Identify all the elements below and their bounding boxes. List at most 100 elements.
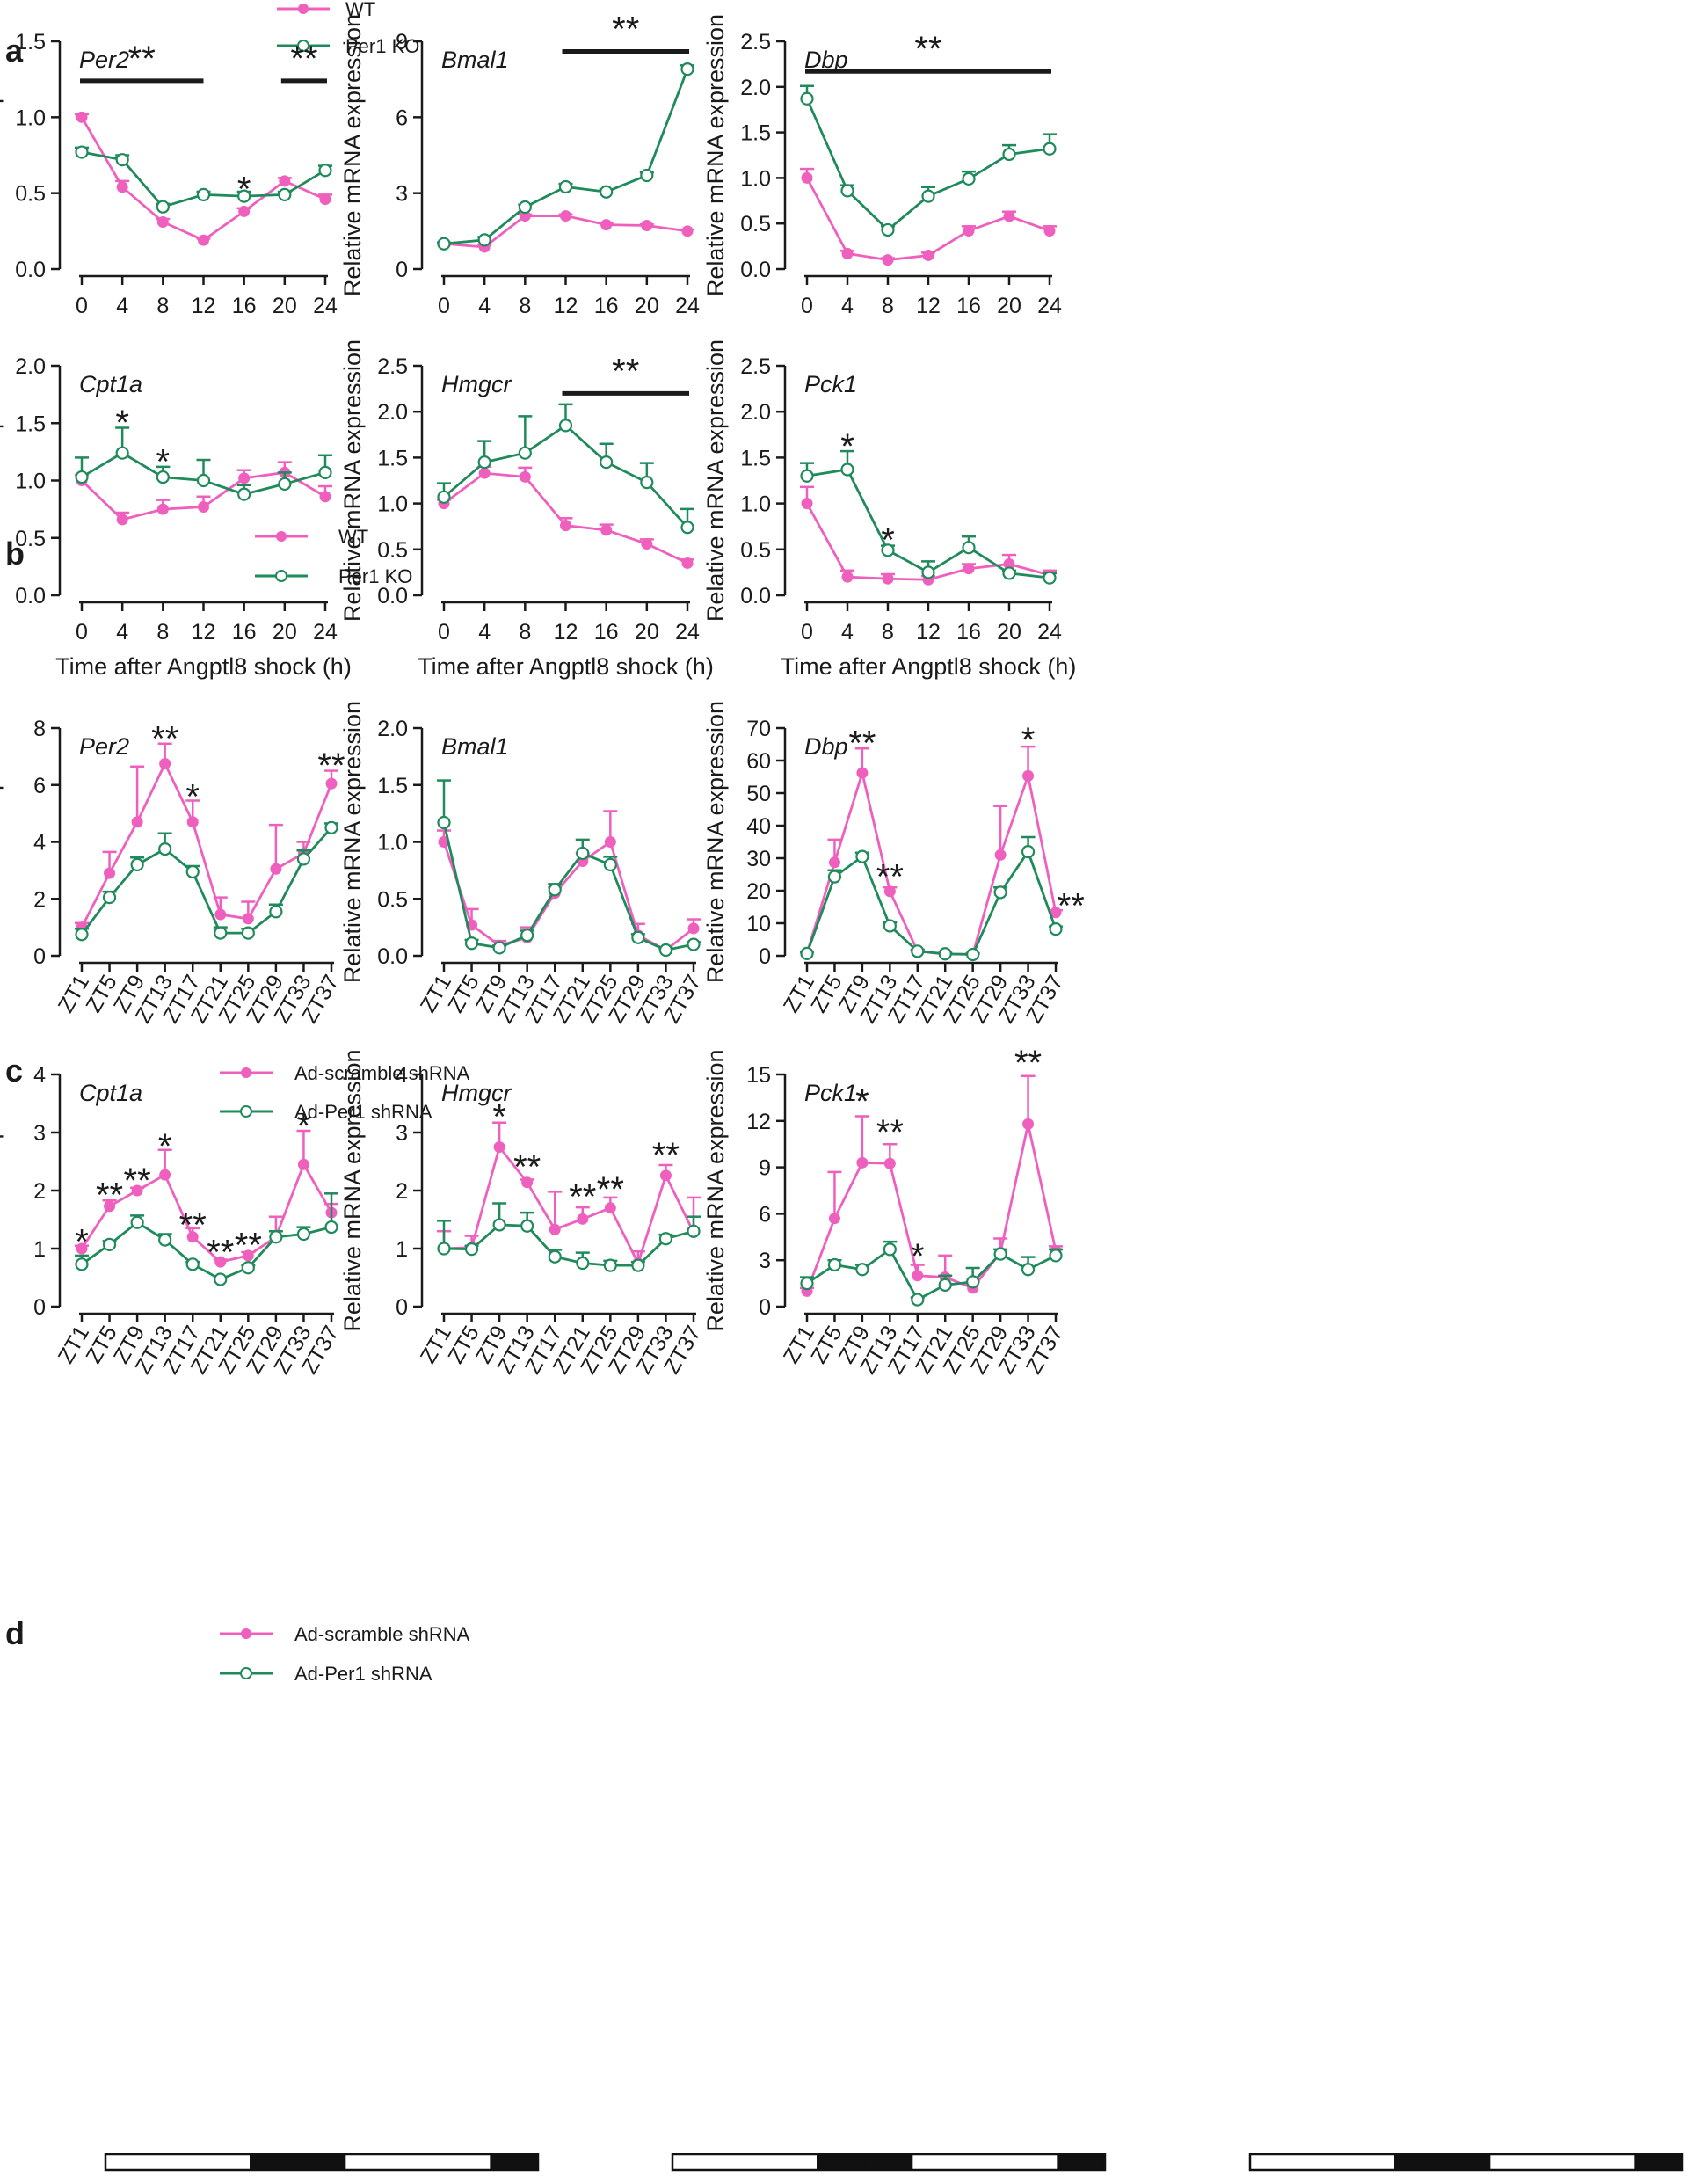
x-axis-title: Time after Angptl8 shock (h) <box>418 653 714 680</box>
data-point <box>576 846 590 861</box>
significance-label: ** <box>151 719 178 758</box>
data-point <box>855 849 869 863</box>
dark-phase <box>1442 2154 1491 2170</box>
significance-label: * <box>185 778 200 817</box>
x-tick-label: 8 <box>156 294 169 318</box>
data-point <box>437 1242 451 1256</box>
data-point <box>687 922 700 935</box>
series-treatment <box>437 1202 701 1272</box>
y-tick-label: 1.5 <box>377 774 408 798</box>
data-point <box>840 184 854 198</box>
series-treatment <box>75 145 332 214</box>
y-tick-label: 3 <box>759 1249 771 1273</box>
x-tick-label: 4 <box>116 294 128 318</box>
data-point <box>318 164 332 178</box>
series-control <box>437 465 694 569</box>
light-phase <box>768 2154 818 2170</box>
significance-label: ** <box>876 857 904 896</box>
data-point <box>800 469 814 483</box>
x-tick-label: 16 <box>594 620 619 645</box>
y-axis-title: Relative mRNA expression <box>702 14 729 296</box>
significance-label: ** <box>876 1113 904 1152</box>
y-tick-label: 1.5 <box>15 30 46 55</box>
data-point <box>518 446 532 460</box>
y-tick-label: 1 <box>396 1237 408 1262</box>
series-line <box>80 1162 333 1264</box>
data-point <box>324 1220 338 1235</box>
significance-label: ** <box>612 352 639 390</box>
light-phase <box>201 2154 251 2170</box>
significance-label: * <box>297 1107 311 1146</box>
y-tick-label: 6 <box>33 774 46 798</box>
data-point <box>269 905 283 919</box>
legend-b-ko-swatch-marker <box>275 570 287 582</box>
panel-label-c: c <box>5 1053 23 1089</box>
series-line <box>805 98 1050 232</box>
y-tick-label: 1 <box>33 1237 46 1262</box>
data-point <box>938 1278 952 1292</box>
series-treatment <box>75 1192 338 1286</box>
data-point <box>269 1230 283 1244</box>
legend-c-per1-swatch-marker <box>240 1105 252 1118</box>
series-control <box>800 167 1057 266</box>
data-point <box>296 1227 311 1242</box>
panel-label-b: b <box>5 535 25 572</box>
y-tick-label: 2.0 <box>15 354 46 379</box>
significance-label: ** <box>207 1233 234 1271</box>
data-point <box>800 946 814 961</box>
x-axis-title: Time after Angptl8 shock (h) <box>55 653 352 680</box>
significance-label: ** <box>1058 887 1085 926</box>
data-point <box>196 187 211 201</box>
x-tick-label: 4 <box>841 294 854 318</box>
gene-title: Hmgcr <box>441 371 512 397</box>
data-point <box>297 1158 309 1170</box>
y-tick-label: 1.0 <box>15 470 46 494</box>
significance-label: * <box>1021 721 1036 760</box>
data-point <box>156 470 170 484</box>
data-point <box>520 1219 534 1233</box>
y-tick-label: 0 <box>396 1295 408 1320</box>
x-tick-label: 16 <box>956 620 981 645</box>
data-point <box>159 1169 171 1181</box>
x-tick-label: 0 <box>76 294 88 318</box>
data-point <box>560 210 571 222</box>
y-tick-label: 0.5 <box>15 182 46 207</box>
data-point <box>116 514 128 526</box>
y-axis-title: Relative mRNA expression <box>339 701 366 983</box>
series-treatment <box>800 84 1057 237</box>
data-point <box>1021 844 1036 859</box>
data-point <box>827 870 842 884</box>
data-point <box>549 1223 561 1235</box>
significance-label: * <box>115 404 129 442</box>
gene-title: Dbp <box>804 47 848 73</box>
data-point <box>1050 907 1062 919</box>
y-tick-label: 2.0 <box>740 400 771 425</box>
y-tick-label: 2 <box>33 1179 46 1204</box>
y-tick-label: 2.5 <box>377 354 408 379</box>
x-tick-label: 16 <box>232 620 257 645</box>
data-point <box>883 1242 897 1257</box>
significance-label: * <box>158 1127 172 1166</box>
y-tick-label: 2 <box>396 1179 408 1204</box>
significance-label: * <box>156 442 171 481</box>
series-line <box>80 827 333 936</box>
data-point <box>603 1258 617 1272</box>
series-control <box>437 1121 701 1269</box>
y-tick-label: 2.0 <box>740 76 771 100</box>
y-tick-label: 0 <box>33 1295 46 1320</box>
chart-d-cpt1a: 01234ZT1ZT5ZT9ZT13ZT17ZT21ZT25ZT29ZT33ZT… <box>0 1049 344 1378</box>
light-phase <box>912 2154 962 2170</box>
data-point <box>883 885 896 898</box>
series-control <box>437 810 701 957</box>
dark-phase <box>297 2154 346 2170</box>
data-point <box>912 1270 924 1282</box>
data-point <box>883 1157 896 1169</box>
data-point <box>856 1156 869 1169</box>
y-tick-label: 1.5 <box>740 446 771 470</box>
x-tick-label: 20 <box>635 620 659 645</box>
chart-d-pck1: 03691215ZT1ZT5ZT9ZT13ZT17ZT21ZT25ZT29ZT3… <box>702 1044 1068 1379</box>
light-dark-bar-2 <box>671 2153 1107 2172</box>
light-phase <box>1586 2154 1635 2170</box>
data-point <box>241 1261 255 1275</box>
legend-b-wt-swatch-marker <box>276 531 287 542</box>
